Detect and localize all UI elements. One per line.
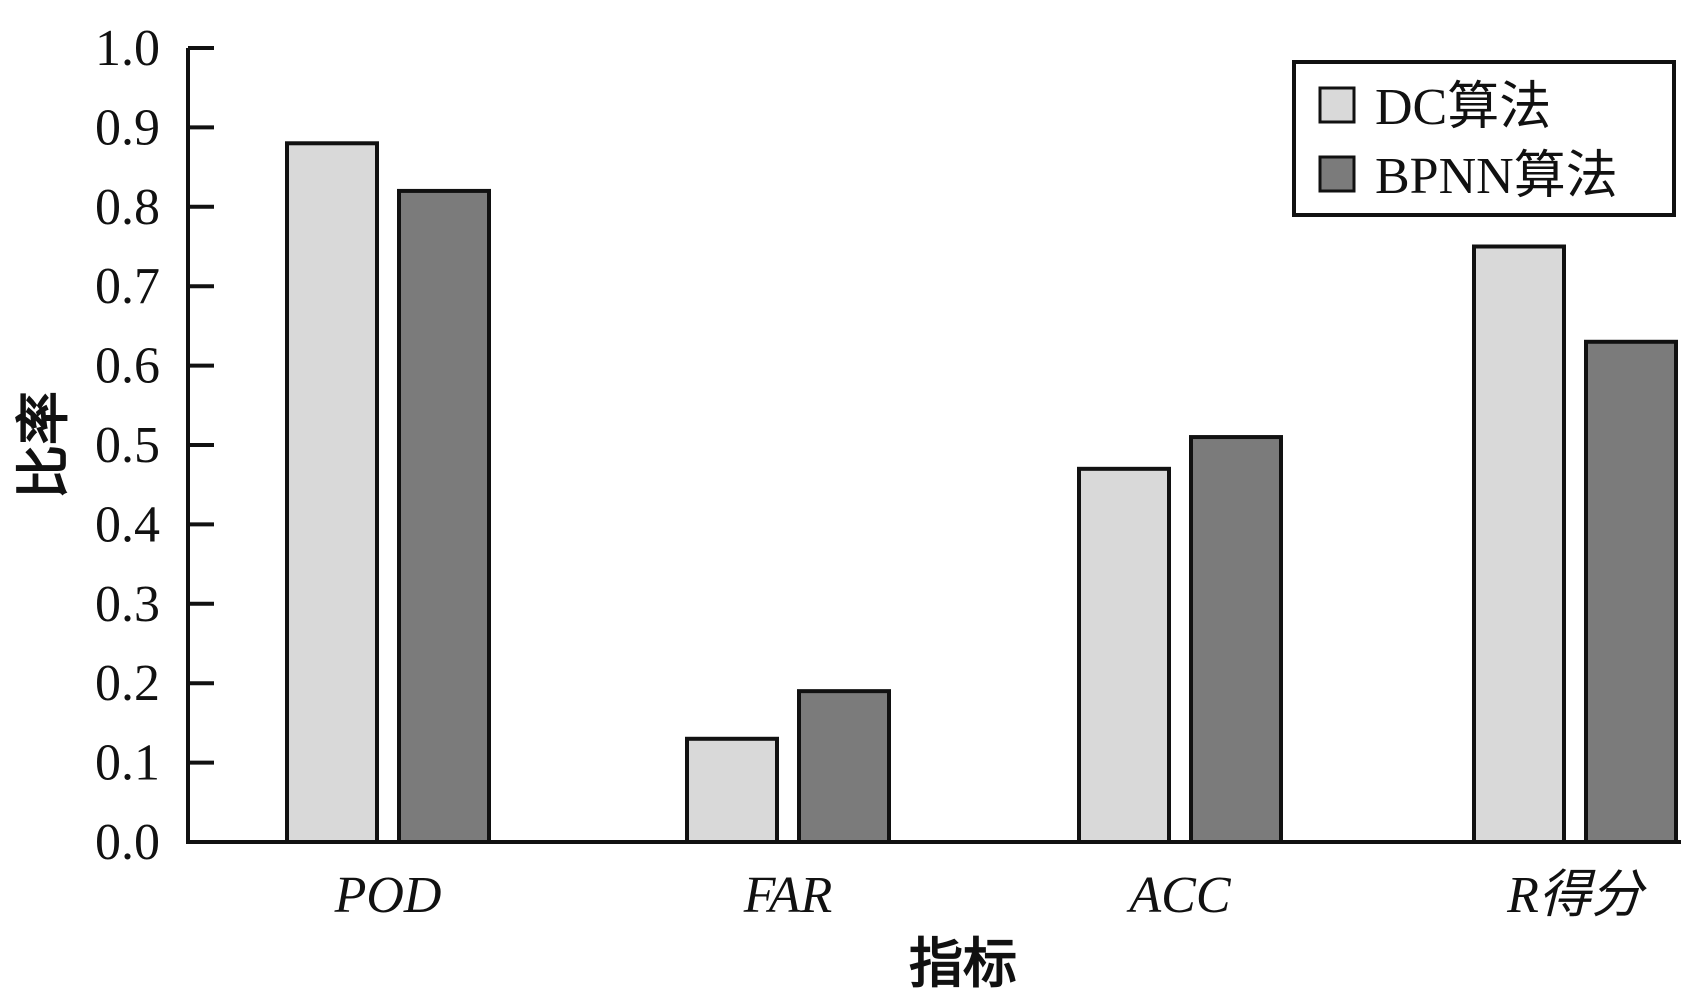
x-tick-label: FAR xyxy=(743,867,833,924)
bar-series1-1 xyxy=(685,736,779,845)
y-tick-label: 0.5 xyxy=(95,417,160,474)
x-tick-label: R得分 xyxy=(1506,867,1647,924)
bar-series2-0 xyxy=(397,188,491,845)
legend-swatch-series2 xyxy=(1318,155,1356,193)
y-tick-label: 0.6 xyxy=(95,338,160,395)
y-tick-label: 0.7 xyxy=(95,258,160,315)
x-tick-label: POD xyxy=(334,867,442,924)
y-ticks-layer: 0.0 0.1 0.2 0.3 0.4 0.5 0.6 0.7 0.8 0.9 1.0 xyxy=(95,20,214,871)
bars-layer xyxy=(285,141,1678,845)
y-tick-label: 0.4 xyxy=(95,496,160,553)
y-tick-label: 0.9 xyxy=(95,99,160,156)
x-labels-layer: POD FAR ACC R得分 xyxy=(334,867,1647,924)
legend-box xyxy=(1292,60,1676,217)
x-tick-label: ACC xyxy=(1126,867,1231,924)
y-tick-label: 0.3 xyxy=(95,576,160,633)
legend-label-series2: BPNN算法 xyxy=(1375,148,1618,205)
legend-label-series1: DC算法 xyxy=(1375,79,1551,136)
bar-series2-3 xyxy=(1584,339,1678,844)
bar-series1-2 xyxy=(1077,466,1171,844)
legend: DC算法 BPNN算法 xyxy=(1292,60,1676,217)
y-tick-label: 0.2 xyxy=(95,655,160,712)
bar-series2-2 xyxy=(1189,435,1283,844)
bar-series1-0 xyxy=(285,141,379,844)
y-tick-label: 0.8 xyxy=(95,179,160,236)
bar-series2-1 xyxy=(797,689,891,845)
x-axis-title: 指标 xyxy=(909,934,1017,994)
y-axis-title: 比率 xyxy=(14,391,74,499)
legend-swatch-series1 xyxy=(1318,86,1356,124)
bar-series1-3 xyxy=(1472,244,1566,844)
y-tick-label: 0.0 xyxy=(95,814,160,871)
y-tick-label: 0.1 xyxy=(95,735,160,792)
y-tick-label: 1.0 xyxy=(95,20,160,77)
